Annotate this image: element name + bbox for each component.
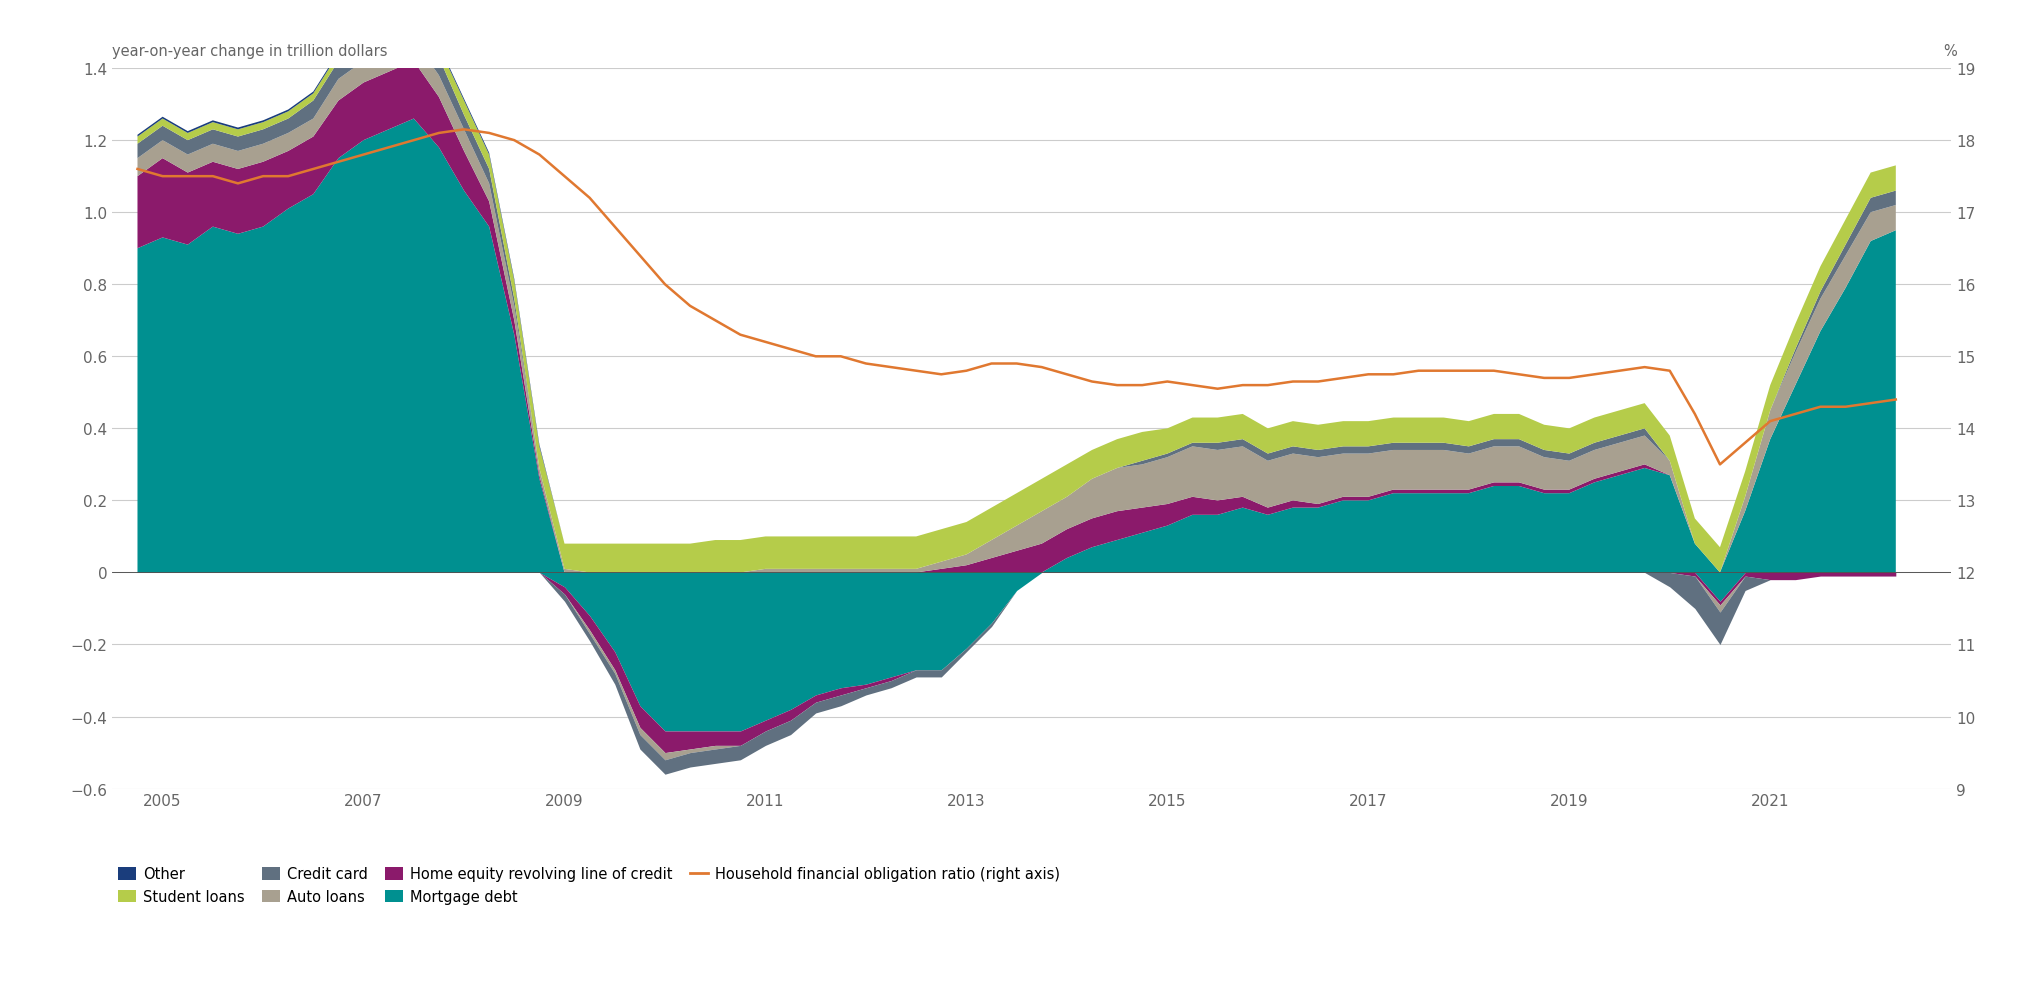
Legend: Other, Student loans, Credit card, Auto loans, Home equity revolving line of cre: Other, Student loans, Credit card, Auto … xyxy=(112,861,1066,910)
Text: year-on-year change in trillion dollars: year-on-year change in trillion dollars xyxy=(112,44,388,59)
Text: %: % xyxy=(1943,44,1957,59)
